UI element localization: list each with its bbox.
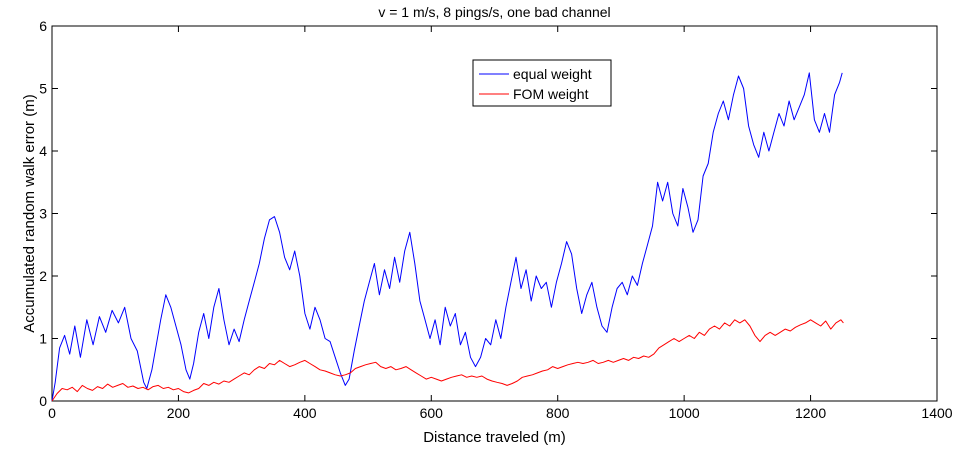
legend: equal weight FOM weight bbox=[472, 59, 612, 107]
legend-label-equal-weight: equal weight bbox=[513, 66, 592, 82]
y-tick-label: 4 bbox=[39, 143, 47, 159]
x-axis-label: Distance traveled (m) bbox=[423, 429, 566, 446]
y-tick-label: 1 bbox=[39, 331, 47, 347]
x-tick-label: 1200 bbox=[795, 405, 826, 421]
legend-label-fom-weight: FOM weight bbox=[513, 86, 589, 102]
y-tick-label: 3 bbox=[39, 206, 47, 222]
x-tick-label: 800 bbox=[546, 405, 570, 421]
x-tick-label: 200 bbox=[167, 405, 191, 421]
y-tick-label: 2 bbox=[39, 268, 47, 284]
legend-box bbox=[472, 59, 612, 107]
chart-title: v = 1 m/s, 8 pings/s, one bad channel bbox=[378, 4, 610, 20]
series-line-equal-weight bbox=[51, 72, 843, 402]
x-axis: 0 200 400 600 800 1000 1200 1400 bbox=[48, 26, 953, 421]
y-axis: 0 1 2 3 4 5 6 bbox=[39, 18, 937, 409]
y-axis-label: Accumulated random walk error (m) bbox=[21, 94, 38, 332]
x-tick-label: 1400 bbox=[921, 405, 952, 421]
series-line-fom-weight bbox=[51, 319, 844, 402]
y-tick-label: 0 bbox=[39, 393, 47, 409]
x-tick-label: 600 bbox=[420, 405, 444, 421]
x-tick-label: 400 bbox=[293, 405, 317, 421]
x-tick-label: 1000 bbox=[669, 405, 700, 421]
x-tick-label: 0 bbox=[48, 405, 56, 421]
series-group bbox=[51, 72, 844, 402]
y-tick-label: 5 bbox=[39, 81, 47, 97]
y-tick-label: 6 bbox=[39, 18, 47, 34]
